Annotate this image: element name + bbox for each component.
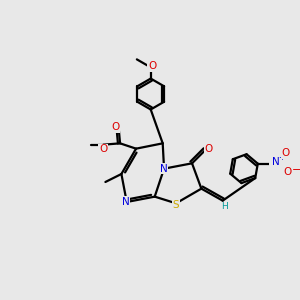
Text: N: N (272, 157, 280, 167)
Text: S: S (173, 200, 179, 210)
Text: O: O (111, 122, 120, 132)
Text: N: N (160, 164, 168, 174)
Text: O: O (282, 148, 290, 158)
Text: N: N (122, 197, 129, 207)
Text: −: − (292, 164, 300, 175)
Text: O: O (99, 145, 107, 154)
Text: O: O (284, 167, 292, 177)
Text: O: O (204, 144, 213, 154)
Text: H: H (220, 202, 227, 211)
Text: O: O (148, 61, 156, 71)
Text: +: + (278, 153, 285, 162)
